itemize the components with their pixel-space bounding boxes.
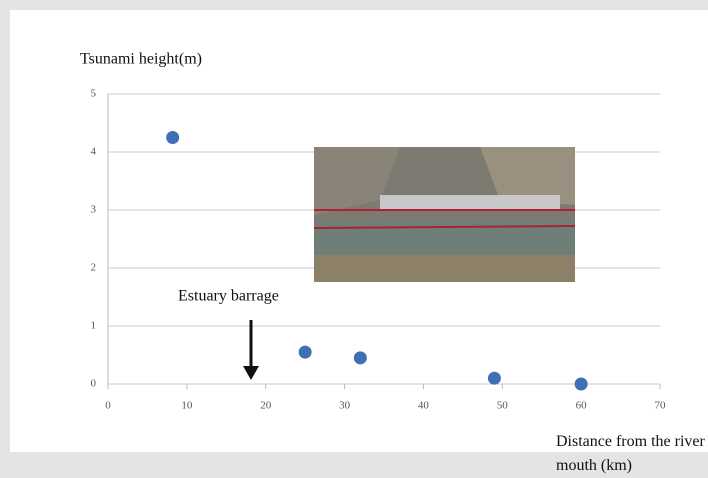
x-tick-label: 10 <box>181 400 193 412</box>
x-tick-label: 60 <box>576 400 588 412</box>
y-tick-label: 2 <box>91 262 97 274</box>
photo-hill <box>314 147 400 215</box>
x-tick-label: 50 <box>497 400 509 412</box>
point <box>574 377 588 391</box>
x-tick-label: 20 <box>260 400 272 412</box>
x-tick-label: 0 <box>105 400 111 412</box>
point <box>353 351 367 365</box>
photo-red-line <box>313 225 576 229</box>
y-axis-label: Tsunami height(m) <box>80 51 202 68</box>
photo <box>313 147 576 282</box>
point <box>487 371 501 385</box>
x-tick-label: 30 <box>339 400 351 412</box>
arrow-head <box>243 366 259 380</box>
photo-hill <box>480 147 575 205</box>
y-tick-label: 1 <box>91 320 97 332</box>
y-tick-label: 4 <box>91 146 97 158</box>
point <box>166 131 180 144</box>
point <box>298 345 312 359</box>
y-tick-label: 5 <box>91 88 97 100</box>
x-tick-label: 70 <box>655 400 667 412</box>
photo-bank <box>314 255 575 282</box>
x-tick-label: 40 <box>418 400 430 412</box>
photo-barrage <box>380 195 560 209</box>
annotation: Estuary barrage <box>178 288 279 305</box>
x-axis-label: Distance from the river mouth (km) <box>556 433 705 474</box>
y-tick-label: 0 <box>91 378 97 390</box>
y-tick-label: 3 <box>91 204 97 216</box>
photo-water <box>314 220 575 255</box>
